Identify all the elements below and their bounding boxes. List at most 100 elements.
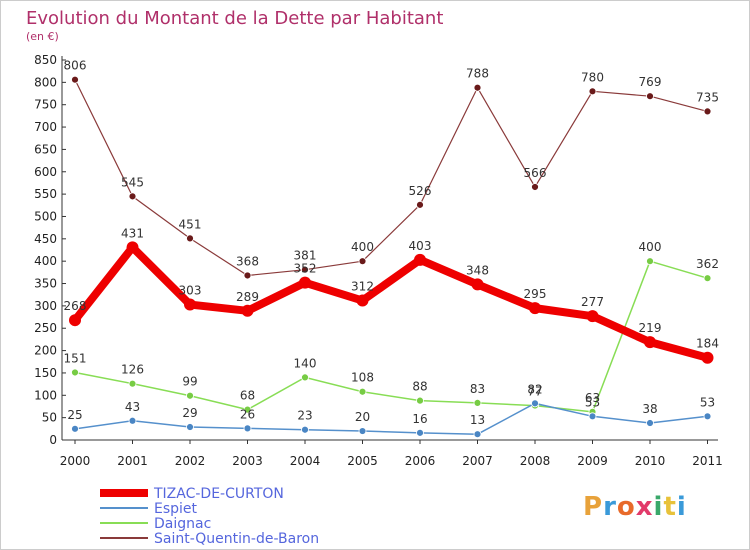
- x-tick-label: 2009: [577, 454, 608, 468]
- data-point: [243, 271, 252, 280]
- legend: TIZAC-DE-CURTONEspietDaignacSaint-Quenti…: [100, 486, 319, 547]
- y-tick-label: 650: [34, 142, 57, 156]
- data-point: [186, 234, 194, 243]
- data-label: 381: [294, 249, 317, 263]
- data-label: 23: [297, 409, 312, 423]
- x-tick-label: 2003: [232, 454, 263, 468]
- data-point: [358, 427, 367, 435]
- data-label: 151: [64, 351, 87, 365]
- data-point: [184, 298, 196, 311]
- data-label: 77: [527, 385, 542, 399]
- y-tick-label: 400: [34, 254, 57, 268]
- legend-label: Espiet: [154, 501, 198, 517]
- data-point: [586, 310, 599, 323]
- y-tick-label: 100: [34, 388, 57, 402]
- data-point: [703, 274, 712, 283]
- data-point: [588, 412, 597, 421]
- data-label: 63: [585, 391, 600, 405]
- y-tick-label: 750: [34, 98, 57, 112]
- y-tick-label: 700: [34, 120, 57, 134]
- data-label: 140: [294, 356, 317, 370]
- data-point: [241, 304, 254, 317]
- data-point: [186, 423, 194, 431]
- data-label: 451: [179, 217, 202, 231]
- data-point: [646, 257, 654, 266]
- data-label: 68: [240, 389, 255, 403]
- legend-label: Saint-Quentin-de-Baron: [154, 531, 319, 547]
- data-label: 268: [64, 299, 87, 313]
- series-1: [71, 399, 712, 439]
- data-label: 303: [179, 284, 202, 298]
- data-label: 566: [524, 166, 547, 180]
- data-point: [71, 368, 79, 377]
- legend-item: Espiet: [100, 501, 198, 517]
- data-point: [531, 399, 539, 408]
- logo-text: Proxiti: [583, 492, 687, 522]
- y-tick-label: 450: [34, 232, 57, 246]
- data-label: 53: [585, 395, 600, 409]
- y-tick-label: 500: [34, 209, 57, 223]
- data-point: [471, 278, 484, 291]
- data-label: 13: [470, 413, 485, 427]
- x-tick-label: 2006: [405, 454, 436, 468]
- data-point: [243, 405, 252, 414]
- data-label: 780: [581, 70, 604, 84]
- data-label: 400: [639, 240, 662, 254]
- data-label: 295: [524, 287, 547, 301]
- data-label: 88: [412, 380, 427, 394]
- data-point: [414, 253, 426, 266]
- data-label: 53: [700, 395, 715, 409]
- data-label: 788: [466, 67, 489, 81]
- data-label: 362: [696, 257, 719, 271]
- data-point: [701, 351, 714, 364]
- data-point: [301, 265, 309, 274]
- data-label: 277: [581, 295, 604, 309]
- y-tick-label: 0: [49, 433, 57, 447]
- data-label: 545: [121, 175, 144, 189]
- x-tick-label: 2002: [175, 454, 206, 468]
- series-line: [74, 402, 708, 435]
- x-tick-label: 2005: [347, 454, 378, 468]
- data-label: 38: [642, 402, 657, 416]
- chart-title: Evolution du Montant de la Dette par Hab…: [26, 8, 443, 29]
- data-point: [71, 424, 79, 433]
- x-tick-label: 2007: [462, 454, 493, 468]
- data-label: 25: [67, 408, 82, 422]
- data-label: 400: [351, 240, 374, 254]
- data-label: 26: [240, 407, 255, 421]
- data-label: 289: [236, 290, 259, 304]
- data-point: [126, 241, 139, 254]
- data-point: [128, 379, 137, 388]
- data-point: [243, 424, 252, 433]
- data-label: 16: [412, 412, 427, 426]
- data-point: [299, 276, 311, 289]
- y-tick-label: 50: [42, 411, 57, 425]
- data-point: [473, 430, 482, 439]
- y-tick-label: 550: [34, 187, 57, 201]
- data-label: 431: [121, 226, 144, 240]
- data-label: 806: [64, 59, 87, 73]
- y-tick-label: 800: [34, 75, 57, 89]
- data-point: [646, 92, 654, 101]
- data-point: [128, 192, 137, 201]
- data-label: 312: [351, 280, 374, 294]
- series-0: [69, 241, 714, 364]
- x-tick-label: 2001: [117, 454, 148, 468]
- data-point: [128, 416, 137, 425]
- data-point: [301, 373, 309, 382]
- y-tick-label: 850: [34, 53, 57, 67]
- data-point: [71, 75, 79, 84]
- data-label: 20: [355, 410, 370, 424]
- data-labels: 268 431 303 289 352 312 403 348 295 277 219 184 25 43…: [64, 59, 719, 428]
- data-label: 43: [125, 400, 140, 414]
- y-tick-label: 200: [34, 344, 57, 358]
- data-point: [703, 107, 712, 116]
- data-point: [531, 183, 539, 191]
- data-point: [416, 396, 424, 405]
- data-label: 735: [696, 90, 719, 104]
- data-label: 352: [294, 262, 317, 276]
- data-label: 29: [182, 406, 197, 420]
- series-3: [71, 75, 712, 280]
- data-point: [186, 391, 194, 400]
- series-line: [74, 260, 708, 413]
